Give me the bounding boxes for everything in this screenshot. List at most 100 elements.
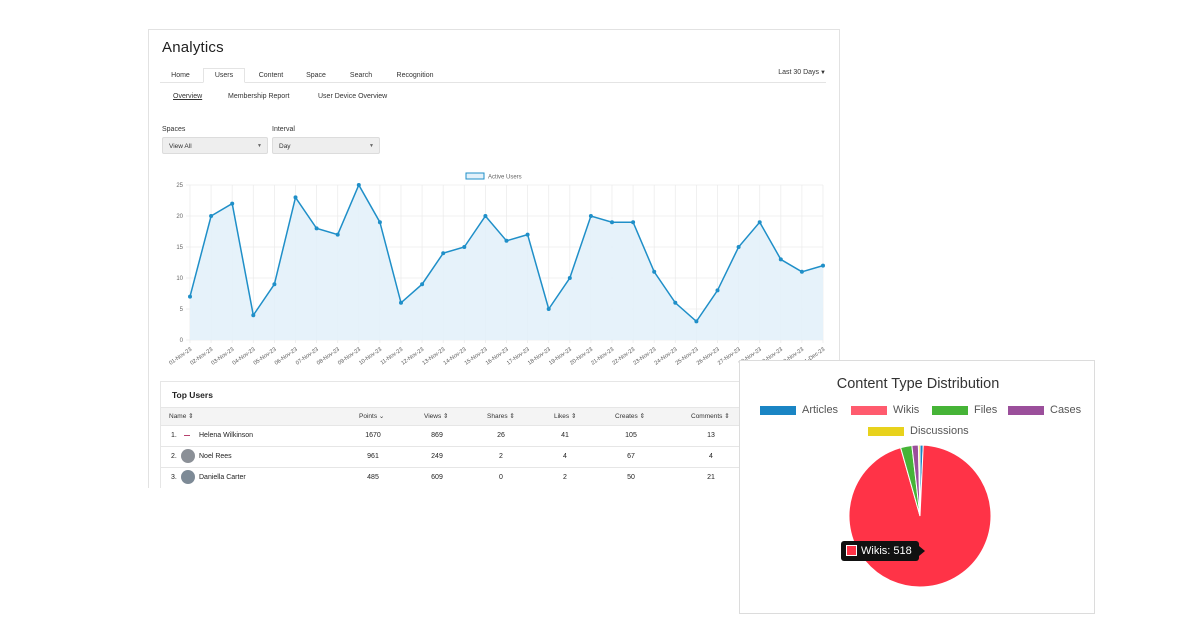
data-point [188, 294, 192, 299]
legend-label: Wikis [893, 404, 920, 416]
data-point [736, 245, 741, 249]
tab-recognition[interactable]: Recognition [396, 72, 434, 79]
data-point [420, 282, 425, 287]
x-tick-label: 22-Nov-23 [611, 347, 636, 367]
cell-likes: 41 [561, 432, 569, 439]
cell-likes: 2 [563, 474, 567, 481]
cell-points: 485 [367, 474, 379, 481]
x-tick-label: 12-Nov-23 [400, 347, 425, 367]
data-point [757, 220, 762, 225]
tab-users[interactable]: Users [203, 68, 245, 83]
subtab-overview[interactable]: Overview [173, 93, 203, 100]
x-tick-label: 15-Nov-23 [464, 347, 489, 367]
top-users-header: Name ⇕ Points ⌄ Views ⇕ Shares ⇕ Likes ⇕… [161, 407, 827, 426]
col-creates[interactable]: Creates ⇕ [615, 413, 646, 420]
select-arrow-icon: ▼ [369, 143, 374, 149]
top-users-card: Top Users Name ⇕ Points ⌄ Views ⇕ Shares… [160, 381, 828, 488]
data-point [504, 238, 509, 243]
x-tick-label: 24-Nov-23 [654, 347, 679, 367]
data-point [399, 300, 403, 305]
tooltip-swatch [846, 544, 857, 556]
row-rank: 2. [171, 453, 177, 460]
main-tabs: Home Users Content Space Search Recognit… [160, 68, 826, 83]
data-point [821, 263, 825, 268]
date-range-label: Last 30 Days [778, 69, 820, 76]
y-tick-label: 5 [180, 307, 184, 313]
x-tick-label: 18-Nov-23 [527, 347, 552, 367]
table-row[interactable]: 3. Daniella Carter 485 609 0 2 50 21 [161, 467, 827, 488]
user-name[interactable]: Daniella Carter [199, 474, 246, 481]
cell-views: 249 [431, 453, 443, 460]
cell-shares: 26 [497, 432, 505, 439]
avatar: ▬▬ [184, 433, 190, 437]
data-point [251, 313, 256, 318]
pie-tooltip: Wikis: 518 [841, 541, 925, 561]
y-tick-label: 10 [176, 276, 183, 282]
data-point [462, 245, 467, 249]
x-tick-label: 02-Nov-23 [189, 347, 214, 367]
x-tick-label: 07-Nov-23 [295, 347, 320, 367]
data-point [567, 276, 572, 280]
legend-swatch [851, 406, 887, 415]
tooltip-label: Wikis: 518 [861, 545, 912, 557]
data-point [293, 195, 298, 200]
user-name[interactable]: Noel Rees [199, 453, 232, 460]
tab-home[interactable]: Home [171, 72, 190, 79]
tab-search[interactable]: Search [349, 72, 373, 79]
data-point [610, 220, 614, 225]
x-tick-label: 21-Nov-23 [590, 347, 615, 367]
user-name[interactable]: Helena Wilkinson [199, 432, 254, 439]
cell-views: 869 [431, 432, 443, 439]
col-views[interactable]: Views ⇕ [424, 413, 449, 420]
data-point [673, 300, 678, 305]
data-point [778, 257, 783, 262]
table-row[interactable]: 2. Noel Rees 961 249 2 4 67 4 [161, 446, 827, 468]
data-point [272, 282, 277, 287]
spaces-select[interactable]: View All ▼ [162, 137, 268, 154]
content-type-title: Content Type Distribution [836, 376, 1000, 392]
x-tick-label: 25-Nov-23 [675, 347, 700, 367]
legend-label: Active Users [488, 175, 522, 181]
date-range-dropdown[interactable]: Last 30 Days▼ [778, 69, 826, 76]
y-tick-label: 15 [176, 245, 183, 251]
col-name[interactable]: Name ⇕ [169, 413, 194, 420]
content-type-pie [848, 444, 992, 588]
top-users-title: Top Users [172, 390, 213, 400]
spaces-select-value: View All [169, 143, 192, 150]
sort-icon: ⇕ [188, 413, 194, 420]
data-point [694, 319, 699, 324]
table-row[interactable]: 1. ▬▬ Helena Wilkinson 1670 869 26 41 10… [161, 425, 827, 447]
data-point [715, 288, 720, 293]
cell-creates: 67 [627, 453, 635, 460]
interval-label: Interval [272, 126, 295, 133]
tab-content[interactable]: Content [258, 72, 284, 79]
avatar [181, 449, 195, 463]
tab-space[interactable]: Space [306, 72, 326, 79]
col-shares[interactable]: Shares ⇕ [487, 413, 515, 420]
row-rank: 3. [171, 474, 177, 481]
legend-swatch [868, 427, 904, 436]
col-comments[interactable]: Comments ⇕ [691, 413, 730, 420]
data-point [209, 214, 214, 218]
subtab-membership-report[interactable]: Membership Report [228, 93, 290, 100]
interval-select[interactable]: Day ▼ [272, 137, 380, 154]
x-tick-label: 10-Nov-23 [358, 347, 383, 367]
sort-icon: ⇕ [509, 413, 515, 420]
col-likes[interactable]: Likes ⇕ [554, 413, 577, 420]
avatar [181, 470, 195, 484]
cell-likes: 4 [563, 453, 567, 460]
y-tick-label: 25 [176, 183, 183, 189]
subtab-user-device-overview[interactable]: User Device Overview [318, 93, 388, 100]
data-point [441, 251, 446, 256]
legend-label: Cases [1050, 404, 1082, 416]
data-point [314, 226, 319, 231]
sort-icon: ⇕ [724, 413, 730, 420]
col-points[interactable]: Points ⌄ [359, 413, 385, 420]
legend-label: Files [974, 404, 998, 416]
x-tick-label: 08-Nov-23 [316, 347, 341, 367]
x-tick-label: 03-Nov-23 [211, 347, 236, 367]
analytics-panel: Analytics Home Users Content Space Searc… [148, 29, 840, 488]
x-tick-label: 20-Nov-23 [569, 347, 594, 367]
data-point [230, 201, 235, 206]
data-point [631, 220, 636, 225]
